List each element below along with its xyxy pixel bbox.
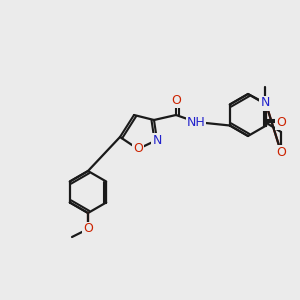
Text: O: O xyxy=(83,223,93,236)
Text: N: N xyxy=(260,97,270,110)
Text: O: O xyxy=(276,116,286,128)
Text: O: O xyxy=(171,94,181,106)
Text: O: O xyxy=(133,142,143,155)
Text: O: O xyxy=(276,146,286,158)
Text: O: O xyxy=(83,223,93,236)
Text: N: N xyxy=(152,134,162,146)
Text: NH: NH xyxy=(187,116,206,128)
